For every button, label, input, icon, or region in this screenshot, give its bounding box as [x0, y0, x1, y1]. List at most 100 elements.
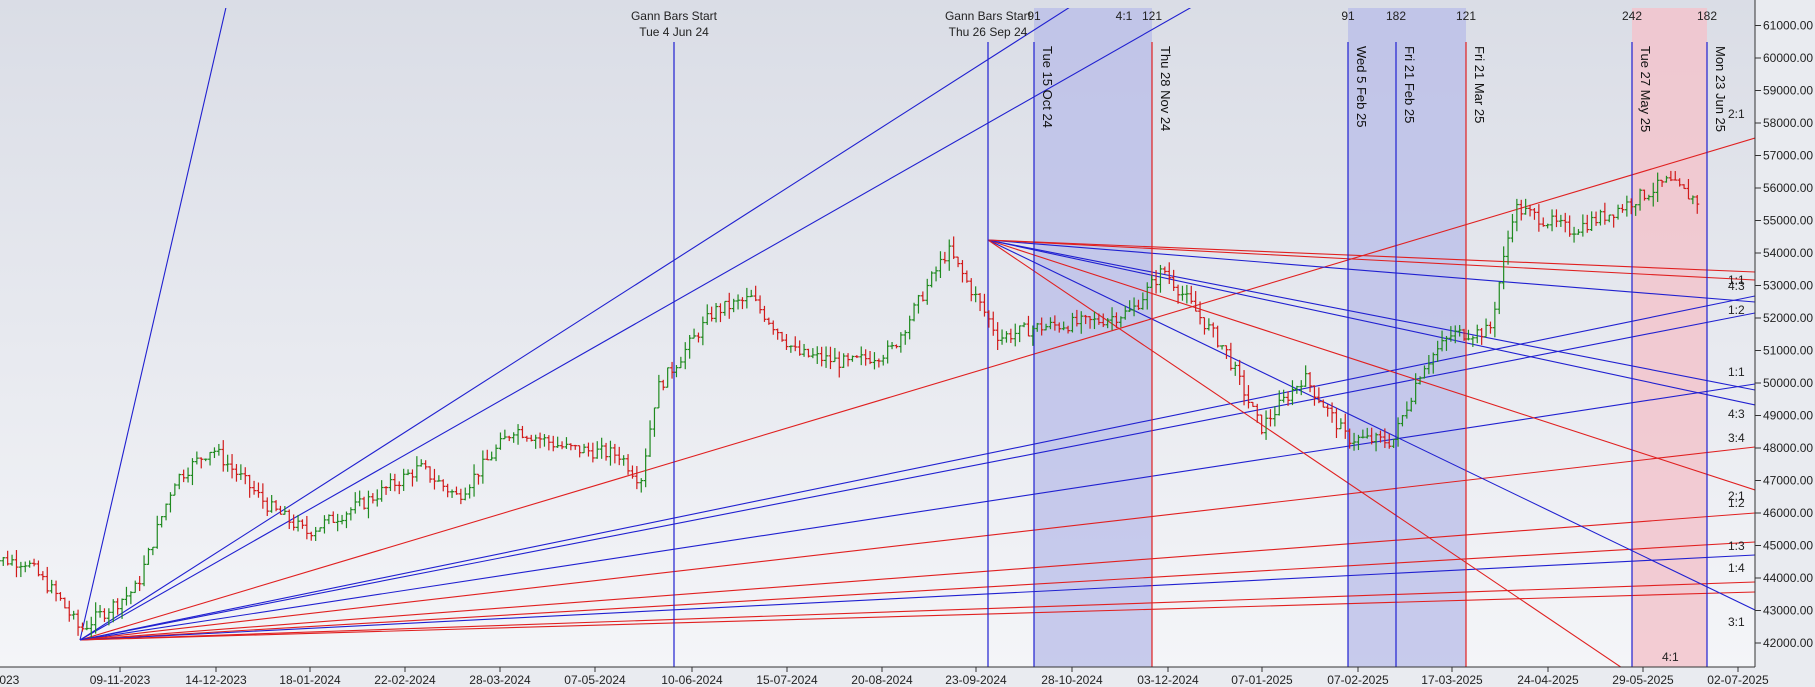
price-bar: [1066, 325, 1071, 334]
price-bar: [951, 236, 956, 260]
price-bar: [1488, 321, 1493, 334]
price-bar: [190, 458, 195, 486]
price-bar: [771, 320, 776, 335]
price-bar: [1519, 199, 1524, 221]
fan-ratio-label: 2:1: [1728, 107, 1745, 121]
price-bar: [1400, 415, 1405, 427]
price-bar: [590, 442, 595, 463]
price-bar: [1176, 284, 1181, 304]
price-bar: [1598, 209, 1603, 226]
y-tick-label: 57000.00: [1763, 149, 1813, 163]
price-bar: [120, 598, 125, 619]
price-bar: [582, 443, 587, 454]
x-tick-label: 17-03-2025: [1421, 673, 1483, 687]
price-bar: [810, 348, 815, 359]
price-bar: [1264, 410, 1269, 440]
price-bar: [366, 490, 371, 519]
price-bar: [841, 353, 846, 368]
price-bar: [1057, 322, 1062, 333]
price-bar: [1083, 314, 1088, 325]
price-bar: [489, 451, 494, 461]
price-bar: [111, 599, 116, 623]
price-bar: [991, 311, 996, 336]
price-bar: [1272, 406, 1277, 427]
price-bar: [806, 348, 811, 358]
gann-fan-lines: [79, 8, 1755, 667]
x-tick-label: 07-01-2025: [1231, 673, 1293, 687]
y-tick-label: 59000.00: [1763, 84, 1813, 98]
price-bar: [560, 441, 565, 450]
vertical-date-label: Mon 23 Jun 25: [1713, 46, 1728, 132]
price-bar: [300, 519, 305, 529]
price-bar: [1114, 312, 1119, 328]
price-bar: [1233, 361, 1238, 376]
price-bar: [1013, 323, 1018, 347]
price-bar: [1576, 229, 1581, 235]
price-bar: [1008, 328, 1013, 343]
price-bar: [727, 292, 732, 319]
fan-line: [987, 239, 1622, 667]
price-bar: [1321, 399, 1326, 408]
price-bar: [1202, 316, 1207, 335]
price-bar: [665, 367, 670, 388]
price-bar: [1484, 318, 1489, 338]
price-bar: [84, 620, 89, 631]
price-bar: [529, 434, 534, 442]
price-bar: [687, 334, 692, 359]
price-bar: [1673, 171, 1678, 181]
price-bar: [252, 480, 257, 495]
price-bar: [934, 266, 939, 282]
price-bar: [1479, 327, 1484, 345]
price-bar: [159, 516, 164, 528]
fan-ratio-label: 4:3: [1728, 407, 1745, 421]
price-bar: [850, 355, 855, 362]
price-bar: [1365, 427, 1370, 439]
price-bar: [1237, 359, 1242, 386]
vertical-date-label: Fri 21 Feb 25: [1402, 46, 1417, 123]
price-bar: [106, 608, 111, 626]
price-bar: [986, 310, 991, 328]
price-bar: [881, 354, 886, 366]
price-bar: [1651, 182, 1656, 207]
price-bar: [128, 591, 133, 605]
price-bar: [630, 465, 635, 479]
price-bar: [1281, 389, 1286, 403]
price-bar: [1290, 380, 1295, 406]
price-bar: [1, 556, 6, 566]
price-bar: [1206, 318, 1211, 331]
price-bar: [643, 448, 648, 488]
price-bar: [731, 298, 736, 313]
price-bar: [1523, 198, 1528, 215]
y-tick-label: 44000.00: [1763, 571, 1813, 585]
price-bar: [1550, 209, 1555, 232]
price-bar: [1294, 385, 1299, 394]
price-bar: [1563, 212, 1568, 233]
price-bar: [1330, 402, 1335, 423]
price-bar: [1048, 317, 1053, 330]
price-bar: [1123, 305, 1128, 320]
x-tick-label: 07-05-2024: [564, 673, 626, 687]
price-bar: [573, 444, 578, 450]
price-bar: [1457, 325, 1462, 337]
price-bar: [546, 435, 551, 451]
price-bar: [775, 328, 780, 340]
price-bar: [1475, 324, 1480, 344]
price-bar: [1422, 365, 1427, 379]
price-bar: [912, 302, 917, 322]
price-bar: [1259, 414, 1264, 435]
price-bar: [32, 558, 37, 567]
price-bar: [894, 344, 899, 349]
price-bar: [419, 459, 424, 467]
price-bar: [445, 483, 450, 498]
price-bar: [1396, 417, 1401, 447]
price-bar: [1633, 204, 1638, 216]
price-bar: [586, 442, 591, 457]
price-bar: [115, 598, 120, 615]
price-bar: [472, 464, 477, 497]
price-bar: [1589, 211, 1594, 231]
price-bar: [1211, 322, 1216, 338]
x-tick-label: 22-02-2024: [374, 673, 436, 687]
price-bar: [1132, 297, 1137, 317]
price-bar: [1387, 433, 1392, 449]
